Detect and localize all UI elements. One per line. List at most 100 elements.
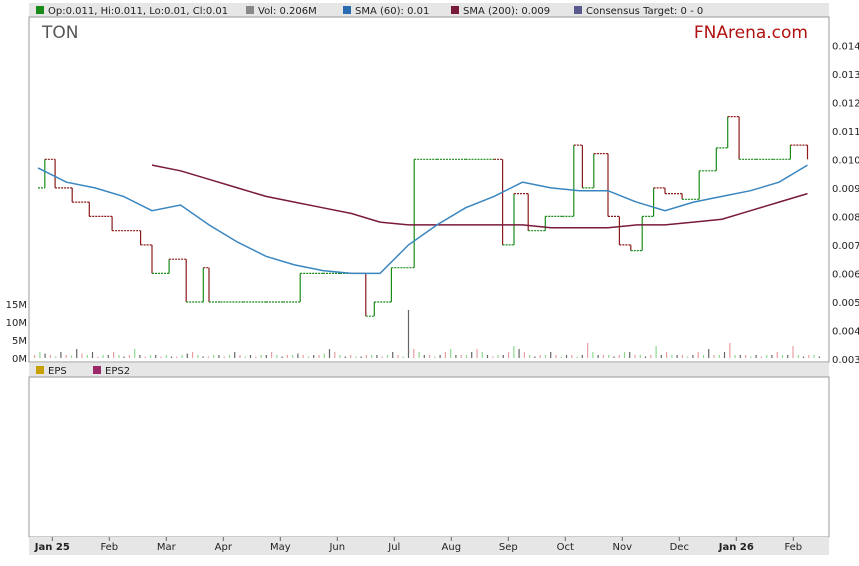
volume-bar [813,355,815,358]
volume-bar [444,352,446,358]
sma60-line [37,164,808,275]
volume-bar [139,355,141,358]
volume-tick-label: 0M [12,354,27,365]
volume-bar [249,355,252,358]
volume-bar [355,356,357,358]
volume-bar [760,356,762,358]
month-label: Apr [215,542,233,553]
volume-bar [144,356,146,358]
volume-bar [265,355,267,358]
brand-logo: FNArena.com [694,23,808,43]
volume-bar [687,356,689,358]
volume-bar [223,356,225,358]
volume-bar [523,352,525,358]
volume-bar [650,355,652,358]
volume-bar [234,352,236,358]
volume-bar [292,355,294,358]
vol-legend: Vol: 0.206M [258,6,317,17]
consensus-legend: Consensus Target: 0 - 0 [586,6,703,17]
volume-bar [602,355,604,358]
volume-bar [244,356,246,358]
volume-bar [271,352,273,358]
volume-bar [286,355,288,358]
volume-bar [623,352,626,358]
volume-bar [344,356,346,358]
volume-bar [666,352,668,358]
volume-bar [434,356,436,358]
volume-bar [644,356,647,358]
volume-bar [39,352,41,358]
volume-bar [808,355,810,358]
volume-bar [192,352,194,358]
volume-bar [544,355,547,358]
month-label: Jan 26 [718,542,754,553]
volume-bar [60,352,62,358]
volume-bar [613,356,615,358]
volume-bar [318,355,320,358]
volume-bar [402,356,404,358]
volume-bar [518,349,520,358]
price-tick-label: 0.011 [832,127,859,138]
volume-bar [149,355,152,358]
volume-bar [739,355,741,358]
volume-bar [750,356,752,358]
month-label: Feb [784,542,802,553]
volume-bar [492,356,494,358]
volume-bar [118,355,120,358]
volume-bar [787,355,789,358]
month-axis [29,537,829,555]
volume-bar [655,346,657,358]
price-tick-label: 0.005 [832,298,859,309]
volume-tick-label: 5M [12,336,27,347]
price-plot-area [28,16,830,363]
volume-bar [413,349,415,358]
volume-bar [55,356,57,358]
volume-bar [176,356,178,358]
price-tick-label: 0.008 [832,212,859,223]
price-tick-label: 0.003 [832,355,859,366]
volume-bar [34,355,36,358]
volume-bar [70,355,73,358]
volume-bar [734,355,736,358]
volume-bar [676,355,678,358]
month-label: Jul [387,542,400,553]
volume-bar [276,355,278,358]
volume-bar [429,355,431,358]
sma200-swatch [451,6,459,14]
volume-bar [576,356,578,358]
volume-bar [170,356,173,358]
volume-bar [213,355,215,358]
volume-bar [307,356,310,358]
volume-bar [360,356,362,358]
volume-bar [755,355,757,358]
sma200-legend: SMA (200): 0.009 [463,6,550,17]
month-label: Dec [670,542,689,553]
month-label: Oct [557,542,574,553]
eps2-swatch [93,366,101,374]
volume-bar [218,355,220,358]
volume-bar [797,355,799,358]
volume-bar [571,355,573,358]
volume-bar [350,355,352,358]
eps-plot-area [28,376,830,538]
volume-bar [228,355,231,358]
volume-bar [376,355,378,358]
volume-bar [766,355,768,358]
volume-bar [460,355,462,358]
volume-bar [513,346,515,358]
volume-bar [181,355,183,358]
volume-bar [339,355,341,358]
volume-bar [81,353,83,358]
month-label: Mar [157,542,177,553]
price-tick-label: 0.006 [832,269,859,280]
volume-bar [608,355,610,358]
volume-bar [597,355,599,358]
price-tick-label: 0.012 [832,98,859,109]
volume-bar [134,349,136,358]
consensus-swatch [574,6,582,14]
volume-bar [439,355,441,358]
sma60-legend: SMA (60): 0.01 [355,6,429,17]
volume-bar [186,353,188,358]
volume-bar [323,353,325,358]
